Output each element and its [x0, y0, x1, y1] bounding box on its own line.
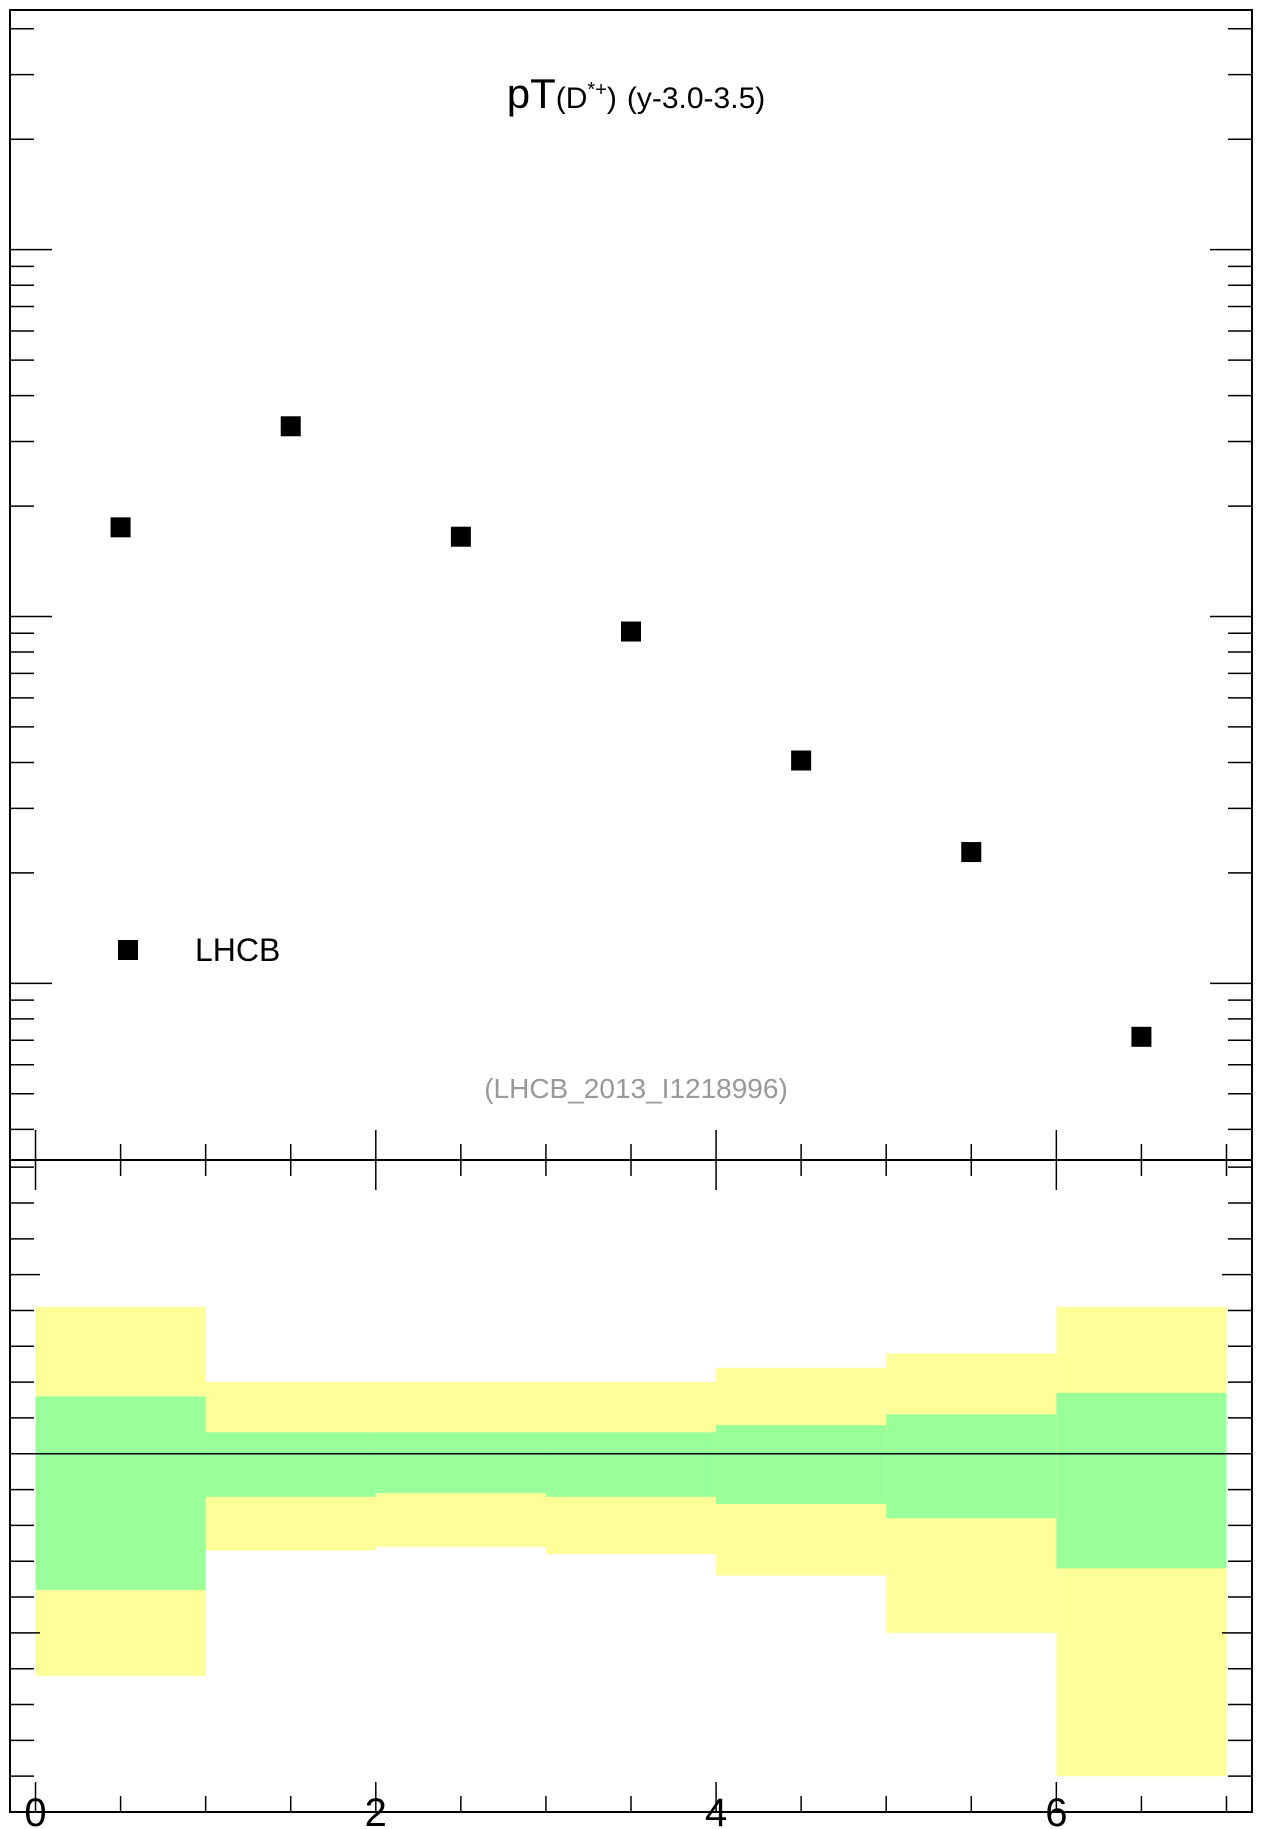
chart-title: pT(D*+) (y-3.0-3.5): [507, 70, 766, 117]
data-point: [110, 517, 131, 538]
green-band-bin-6: [1056, 1392, 1227, 1569]
green-band-bin-0: [35, 1396, 206, 1590]
title-sub-close: ): [607, 82, 617, 115]
ratio-panel-frame: [9, 1159, 1253, 1813]
title-main: pT: [507, 70, 556, 117]
ratio-panel-ticks: [10, 1160, 1252, 1812]
legend-label: LHCB: [195, 932, 280, 968]
data-point: [450, 526, 471, 547]
green-band-bin-3: [545, 1432, 717, 1497]
ratio-bands: [35, 1306, 1227, 1777]
data-point: [621, 621, 641, 642]
reference-label: (LHCB_2013_I1218996): [484, 1073, 788, 1104]
title-rapidity: (y-3.0-3.5): [627, 82, 765, 115]
x-tick-label: 6: [1045, 1791, 1067, 1829]
green-band-bin-2: [375, 1432, 546, 1494]
main-panel-ticks: [10, 28, 1252, 1160]
x-tick-label: 2: [365, 1791, 387, 1829]
data-points: [110, 416, 1152, 1047]
legend-marker: [118, 940, 138, 960]
title-sub-base: (D: [556, 82, 588, 115]
data-point: [280, 416, 301, 437]
x-tick-labels: 0 2 4 6: [24, 1791, 1067, 1829]
data-point: [1131, 1026, 1152, 1047]
green-band-bin-4: [716, 1425, 887, 1504]
data-point: [791, 750, 812, 771]
title-sub: (D*+): [556, 79, 617, 115]
data-point: [961, 842, 982, 863]
x-tick-label: 4: [705, 1791, 727, 1829]
green-band-bin-5: [886, 1414, 1057, 1519]
main-panel-frame: [9, 9, 1253, 1161]
green-band-bin-1: [205, 1432, 376, 1497]
x-tick-label: 0: [24, 1791, 46, 1829]
title-sub-sup: *+: [587, 79, 606, 101]
